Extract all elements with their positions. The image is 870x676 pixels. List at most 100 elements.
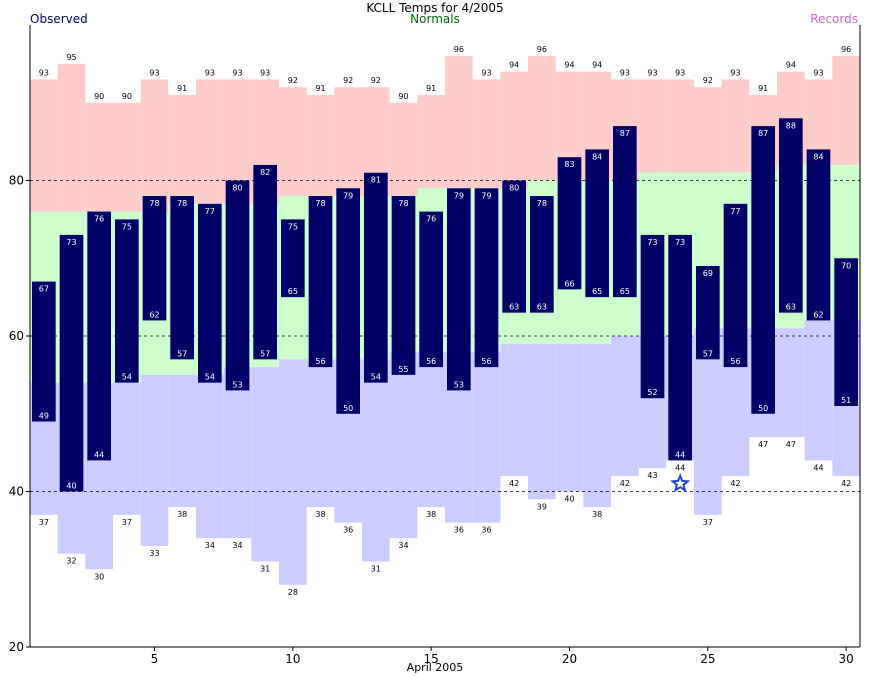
- observed-low-label: 54: [122, 373, 132, 382]
- observed-bar: [474, 188, 499, 368]
- observed-bar: [751, 126, 775, 414]
- observed-low-label: 49: [39, 412, 49, 421]
- record-low-band: [168, 374, 196, 508]
- legend-normals: Normals: [410, 12, 460, 26]
- observed-high-label: 75: [288, 222, 298, 231]
- record-low-band: [472, 351, 501, 523]
- record-low-band: [251, 367, 279, 562]
- record-high-band: [500, 71, 528, 189]
- record-high-label: 90: [398, 92, 408, 101]
- observed-high-label: 67: [39, 285, 49, 294]
- observed-bar: [225, 180, 250, 391]
- record-high-label: 94: [564, 61, 574, 70]
- observed-low-label: 53: [454, 380, 464, 389]
- record-high-band: [472, 79, 501, 189]
- observed-low-label: 56: [730, 357, 740, 366]
- record-low-label: 42: [730, 479, 740, 488]
- record-high-label: 94: [786, 61, 796, 70]
- record-low-label: 38: [592, 510, 602, 519]
- x-axis-title: April 2005: [406, 661, 464, 674]
- x-tick-label: 30: [839, 652, 854, 666]
- record-high-label: 96: [454, 45, 464, 54]
- record-high-band: [528, 56, 556, 181]
- record-high-label: 92: [343, 76, 353, 85]
- observed-low-label: 54: [205, 373, 215, 382]
- record-high-label: 92: [703, 76, 713, 85]
- record-low-label: 38: [177, 510, 187, 519]
- observed-high-label: 82: [260, 168, 270, 177]
- observed-high-label: 69: [703, 269, 713, 278]
- record-high-label: 93: [232, 68, 242, 77]
- x-tick-label: 10: [285, 652, 300, 666]
- observed-high-label: 78: [149, 199, 159, 208]
- observed-bar: [557, 157, 582, 290]
- observed-low-label: 56: [315, 357, 325, 366]
- observed-low-label: 40: [66, 482, 76, 491]
- observed-bar: [32, 281, 56, 422]
- observed-bar: [170, 196, 194, 360]
- record-high-label: 93: [647, 68, 657, 77]
- observed-bar: [419, 211, 443, 368]
- record-low-label: 36: [454, 526, 464, 535]
- observed-bar: [585, 149, 609, 298]
- observed-low-label: 66: [564, 279, 574, 288]
- record-high-label: 93: [675, 68, 685, 77]
- record-low-band: [555, 343, 584, 492]
- record-low-label: 37: [703, 518, 713, 527]
- record-high-band: [168, 94, 196, 204]
- observed-low-label: 62: [813, 310, 823, 319]
- record-low-band: [196, 374, 224, 539]
- observed-high-label: 79: [454, 191, 464, 200]
- observed-bar: [502, 180, 526, 313]
- record-high-band: [417, 94, 445, 189]
- observed-high-label: 84: [592, 152, 602, 161]
- observed-high-label: 77: [730, 207, 740, 216]
- observed-high-label: 70: [841, 261, 851, 270]
- record-low-label: 40: [564, 495, 574, 504]
- record-low-band: [777, 328, 805, 438]
- legend-records: Records: [810, 12, 858, 26]
- record-high-label: 94: [509, 61, 519, 70]
- observed-low-label: 65: [288, 287, 298, 296]
- observed-bar: [613, 126, 637, 298]
- x-tick-label: 15: [424, 652, 439, 666]
- y-tick-label: 20: [9, 640, 24, 654]
- observed-low-label: 55: [398, 365, 408, 374]
- observed-low-label: 57: [177, 349, 187, 358]
- record-high-band: [389, 102, 418, 197]
- record-low-label: 34: [205, 541, 215, 550]
- record-low-band: [389, 351, 418, 539]
- observed-low-label: 62: [149, 310, 159, 319]
- observed-high-label: 81: [371, 176, 381, 185]
- observed-high-label: 87: [620, 129, 630, 138]
- observed-high-label: 78: [177, 199, 187, 208]
- observed-bar: [806, 149, 831, 321]
- observed-low-label: 57: [260, 349, 270, 358]
- record-high-band: [30, 79, 58, 212]
- record-low-band: [140, 374, 169, 546]
- observed-bar: [142, 196, 167, 321]
- record-low-label: 47: [786, 440, 796, 449]
- record-high-band: [140, 79, 169, 212]
- chart-title: KCLL Temps for 4/2005: [366, 1, 504, 15]
- observed-bar: [59, 234, 84, 492]
- record-high-label: 93: [620, 68, 630, 77]
- record-low-band: [804, 320, 833, 461]
- observed-bar: [723, 203, 748, 368]
- data-label-layer: 67 49 93 37 73 40 95 32 76 44 90 30 75 54 90 37 78 62 93 33…: [39, 45, 852, 597]
- observed-low-label: 65: [592, 287, 602, 296]
- record-high-label: 95: [66, 53, 76, 62]
- record-low-label: 42: [509, 479, 519, 488]
- observed-high-label: 78: [315, 199, 325, 208]
- observed-high-label: 77: [205, 207, 215, 216]
- record-high-label: 92: [288, 76, 298, 85]
- observed-low-label: 63: [786, 303, 796, 312]
- observed-high-label: 76: [426, 215, 436, 224]
- observed-high-label: 76: [94, 215, 104, 224]
- record-low-label: 31: [260, 564, 270, 573]
- record-low-label: 31: [371, 564, 381, 573]
- observed-bar: [336, 188, 360, 414]
- record-high-band: [694, 87, 722, 173]
- observed-high-label: 87: [758, 129, 768, 138]
